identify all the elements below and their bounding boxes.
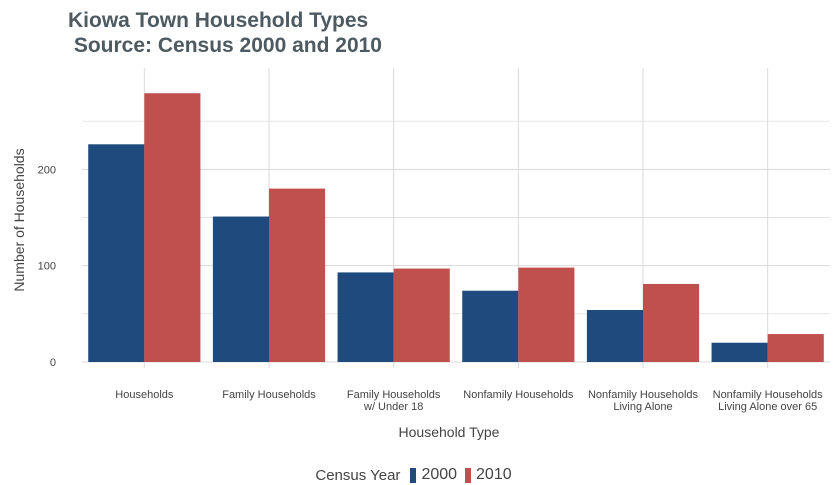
x-tick-label: Family Households: [222, 389, 316, 401]
bar-2010-4: [643, 283, 700, 362]
bar-2010-5: [767, 334, 824, 362]
x-tick-label: Nonfamily Households: [463, 389, 574, 401]
title-line-1: Kiowa Town Household Types: [68, 9, 369, 32]
title-line-2: Source: Census 2000 and 2010: [68, 34, 382, 57]
legend-swatch-2010: [465, 467, 472, 483]
bar-chart: 0 100 200 Households Family Households Family…: [11, 68, 830, 440]
chart-title: Kiowa Town Household Types Source: Censu…: [68, 8, 382, 58]
x-axis-title: Household Type: [399, 424, 500, 440]
bar-2010-3: [518, 267, 575, 362]
legend-label-2000: 2000: [421, 466, 458, 483]
y-axis-title: Number of Households: [11, 148, 27, 291]
bar-2000-3: [462, 290, 519, 362]
x-tick-label: Nonfamily Households Living Alone: [588, 389, 699, 413]
bar-2010-0: [144, 93, 201, 362]
bar-2000-4: [586, 309, 643, 362]
legend-swatch-2000: [410, 467, 417, 483]
bar-2000-5: [711, 342, 768, 362]
legend: Census Year 2000 2010: [0, 466, 835, 484]
legend-item-2010: 2010: [465, 466, 512, 484]
y-tick-label: 0: [50, 357, 56, 369]
x-tick-label: Family Households w/ Under 18: [347, 389, 441, 413]
bar-2010-2: [393, 268, 450, 362]
legend-item-2000: 2000: [410, 466, 457, 484]
bar-2000-2: [337, 272, 394, 362]
y-tick-label: 200: [38, 164, 56, 176]
legend-label-2010: 2010: [476, 466, 512, 483]
x-tick-label: Households: [115, 389, 174, 401]
bar-2000-1: [212, 216, 269, 362]
bar-2010-1: [269, 188, 326, 362]
x-tick-label: Nonfamily Households Living Alone over 65: [713, 389, 824, 413]
bar-2000-0: [88, 144, 145, 362]
legend-title: Census Year: [315, 466, 401, 484]
y-tick-label: 100: [38, 261, 56, 273]
